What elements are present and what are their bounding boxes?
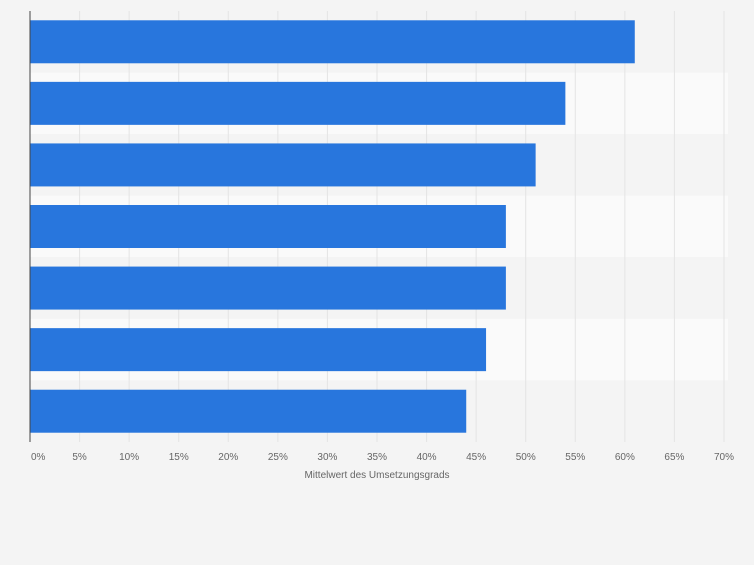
x-tick-label: 55% [565,452,585,463]
x-tick-label: 60% [615,452,635,463]
bar[interactable] [30,205,506,248]
x-tick-label: 25% [268,452,288,463]
x-tick-label: 0% [31,452,46,463]
x-tick-label: 5% [72,452,87,463]
x-tick-label: 30% [317,452,337,463]
bar[interactable] [30,328,487,372]
x-axis-tick-labels: 0% 5% 10% 15% 20% 25% 30% 35% 40% 45% 50% 55% 60% 65%… [31,452,734,463]
x-axis-title: Mittelwert des Umsetzungsgrads [304,470,449,481]
bar[interactable] [30,266,506,310]
bar[interactable] [30,389,467,433]
x-tick-label: 45% [466,452,486,463]
bar[interactable] [30,81,566,125]
x-tick-label: 65% [664,452,684,463]
x-tick-label: 10% [119,452,139,463]
bars [30,20,635,433]
x-tick-label: 50% [516,452,536,463]
x-tick-label: 35% [367,452,387,463]
x-tick-label: 70% [714,452,734,463]
bar[interactable] [30,143,536,187]
x-tick-label: 15% [169,452,189,463]
x-tick-label: 40% [417,452,437,463]
bar[interactable] [30,20,635,64]
x-tick-label: 20% [218,452,238,463]
